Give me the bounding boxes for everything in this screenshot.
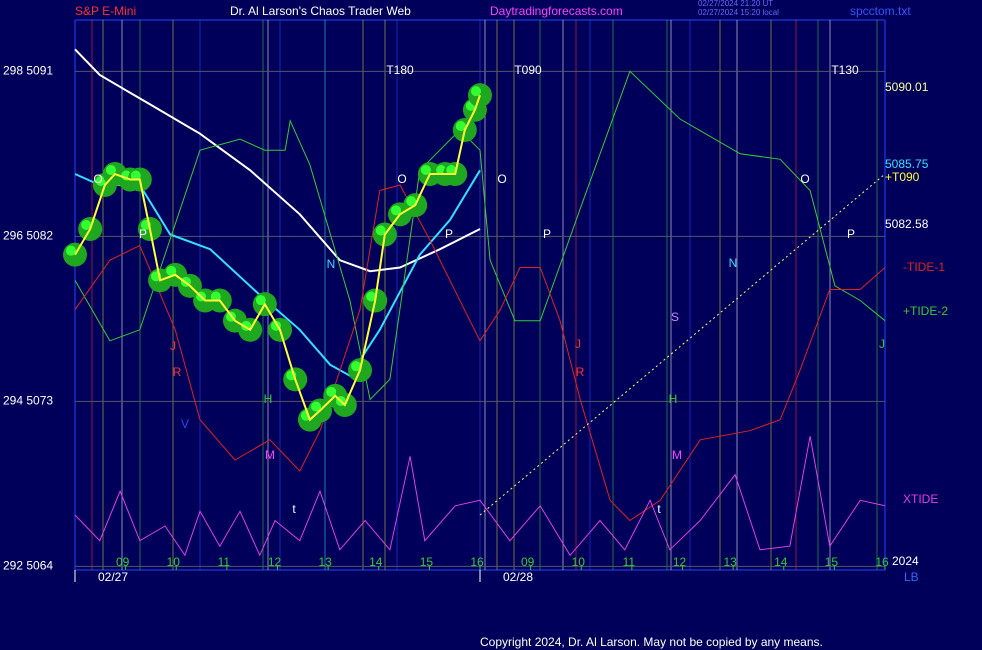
annotation: T090 <box>514 63 542 77</box>
x-tick-label: 14 <box>369 555 383 569</box>
annotation: J <box>170 339 176 353</box>
price-dot <box>255 295 266 306</box>
price-dot <box>366 291 377 302</box>
price-dot <box>105 165 116 175</box>
price-dot <box>455 121 466 131</box>
annotation: J <box>879 337 885 351</box>
price-dot <box>420 165 431 175</box>
x-tick-label: 11 <box>623 555 636 569</box>
annotation: O <box>397 172 406 186</box>
y-tick-label: 298 5091 <box>3 64 53 78</box>
legend-entry: -TIDE-1 <box>903 260 945 274</box>
price-level-label: LB <box>904 570 919 584</box>
annotation: O <box>800 172 809 186</box>
x-tick-label: 11 <box>218 555 231 569</box>
timestamp: 02/27/2024 15:20 local <box>698 8 779 17</box>
annotation: O <box>497 172 506 186</box>
annotation: H <box>264 392 273 406</box>
annotation: M <box>265 448 275 462</box>
price-level-label: 5090.01 <box>885 80 929 94</box>
x-tick-label: 13 <box>723 555 737 569</box>
price-dot <box>311 401 322 412</box>
annotation: T180 <box>386 63 414 77</box>
price-level-label: 5085.75 <box>885 157 929 171</box>
price-level-label: +T090 <box>885 170 920 184</box>
annotation: O <box>93 172 102 186</box>
annotation: J <box>575 337 581 351</box>
date-label: 02/27 <box>98 570 128 584</box>
annotation: V <box>181 417 189 431</box>
price-dot <box>351 361 362 372</box>
x-tick-label: 09 <box>521 555 535 569</box>
annotation: T130 <box>831 63 859 77</box>
y-tick-label: 296 5082 <box>3 229 53 243</box>
x-tick-label: 12 <box>673 555 687 569</box>
price-dot <box>166 265 177 276</box>
annotation: P <box>847 227 855 241</box>
x-tick-label: 13 <box>318 555 332 569</box>
file-name: spcctom.txt <box>850 4 911 18</box>
site-url: Daytradingforecasts.com <box>490 4 623 18</box>
indicator-line <box>74 436 886 557</box>
annotation: M <box>672 448 682 462</box>
indicator-line <box>74 48 481 273</box>
price-dot <box>406 196 417 207</box>
timestamp: 02/27/2024 21:20 UT <box>698 0 773 8</box>
price-level-label: 5082.58 <box>885 217 929 231</box>
date-label: 02/28 <box>503 570 533 584</box>
legend-entry: XTIDE <box>903 492 938 506</box>
price-dot <box>210 291 221 302</box>
price-line <box>74 94 481 422</box>
indicator-line <box>74 184 886 522</box>
y-tick-label: 294 5073 <box>3 394 53 408</box>
annotation: N <box>327 257 336 271</box>
annotation: t <box>657 502 661 516</box>
x-tick-label: 10 <box>167 555 181 569</box>
copyright: Copyright 2024, Dr. Al Larson. May not b… <box>480 635 823 649</box>
site-title: Dr. Al Larson's Chaos Trader Web <box>230 4 411 18</box>
price-dot <box>391 205 402 216</box>
annotation: P <box>445 227 453 241</box>
x-tick-label: 16 <box>470 555 484 569</box>
x-tick-label: 14 <box>774 555 788 569</box>
price-dot <box>66 245 76 256</box>
annotation: t <box>292 502 296 516</box>
x-tick-label: 09 <box>116 555 130 569</box>
price-dot <box>130 170 141 181</box>
price-level-label: 2024 <box>892 554 919 568</box>
y-tick-label: 292 5064 <box>3 559 53 573</box>
annotation: H <box>669 392 678 406</box>
price-glow <box>468 83 492 108</box>
annotation: N <box>729 256 738 270</box>
price-dot <box>471 86 481 97</box>
trend-line <box>479 173 886 516</box>
x-tick-label: 15 <box>420 555 434 569</box>
price-dot <box>95 176 106 186</box>
price-dot <box>446 165 457 175</box>
annotation: P <box>543 227 551 241</box>
annotation: P <box>139 227 147 241</box>
annotation: S <box>671 310 679 324</box>
x-tick-label: 15 <box>825 555 839 569</box>
price-dot <box>81 220 92 230</box>
symbol: S&P E-Mini <box>75 4 136 18</box>
x-tick-label: 10 <box>572 555 586 569</box>
price-dot <box>375 225 386 236</box>
legend-entry: +TIDE-2 <box>903 304 948 318</box>
annotation: R <box>576 365 585 379</box>
price-dot <box>326 386 337 397</box>
x-tick-label: 12 <box>268 555 282 569</box>
x-tick-label: 16 <box>875 555 889 569</box>
annotation: R <box>173 365 182 379</box>
